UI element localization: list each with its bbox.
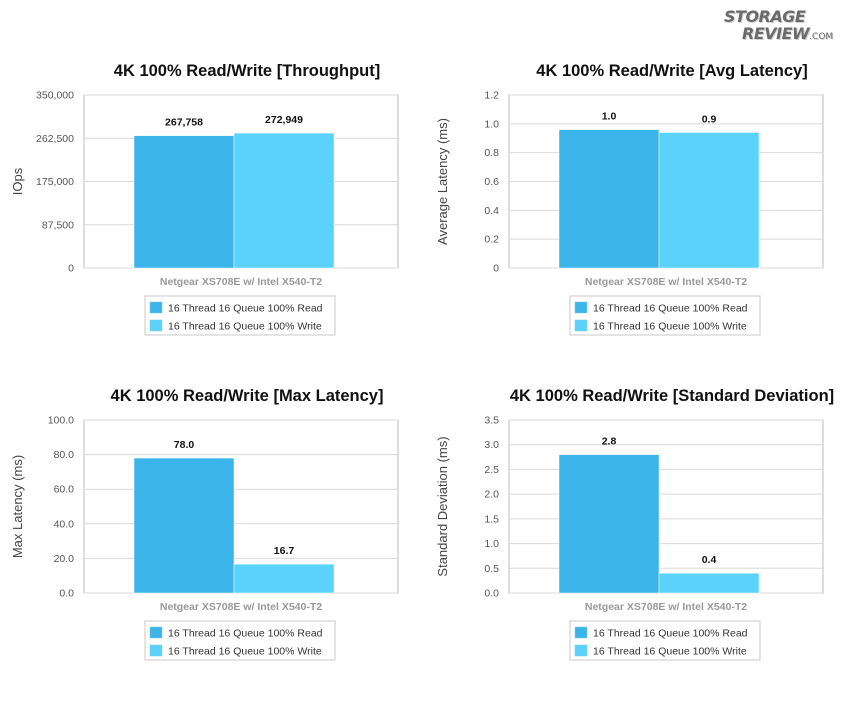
chart-std-deviation: 4K 100% Read/Write [Standard Deviation] 0… (435, 387, 834, 661)
y-tick-label: 0.5 (484, 563, 499, 575)
legend-label: 16 Thread 16 Queue 100% Write (168, 321, 322, 333)
legend-swatch (574, 319, 588, 332)
data-label: 267,758 (165, 117, 203, 129)
legend-swatch (149, 319, 163, 332)
chart-panel-max-latency: 4K 100% Read/Write [Max Latency] 0.0 20.0 4… (0, 375, 425, 705)
y-tick-label: 0.8 (484, 147, 499, 159)
y-tick-label: 0.0 (59, 588, 74, 600)
y-tick-label: 0.4 (484, 205, 499, 217)
data-label: 78.0 (174, 439, 195, 451)
x-category-label: Netgear XS708E w/ Intel X540-T2 (585, 601, 747, 613)
chart-panel-throughput: 4K 100% Read/Write [Throughput] 0 87,500 17… (0, 50, 425, 380)
y-tick-label: 3.5 (484, 415, 499, 427)
chart-title: 4K 100% Read/Write [Throughput] (114, 62, 380, 80)
legend-box (144, 295, 336, 336)
bar-read (133, 135, 235, 269)
storagereview-logo: STORAGE REVIEW.COM (724, 8, 836, 46)
legend-swatch (574, 644, 588, 657)
x-category-label: Netgear XS708E w/ Intel X540-T2 (160, 276, 322, 288)
y-tick-label: 60.0 (54, 484, 75, 496)
logo-line-2: REVIEW.COM (742, 25, 836, 46)
legend: 16 Thread 16 Queue 100% Read 16 Thread 16… (569, 620, 761, 661)
data-label: 272,949 (265, 114, 303, 126)
legend-label: 16 Thread 16 Queue 100% Write (168, 646, 322, 658)
data-label: 1.0 (602, 111, 617, 123)
bar-write (658, 572, 760, 594)
y-tick-label: 262,500 (36, 133, 74, 145)
y-tick-label: 175,000 (36, 176, 74, 188)
y-tick-label: 80.0 (54, 449, 75, 461)
legend-swatch (149, 626, 163, 639)
bar-write (658, 132, 760, 269)
y-axis-label: Max Latency (ms) (10, 455, 25, 558)
y-tick-label: 2.5 (484, 464, 499, 476)
y-tick-label: 0.6 (484, 176, 499, 188)
chart-max-latency: 4K 100% Read/Write [Max Latency] 0.0 20.0 4… (10, 387, 399, 661)
y-tick-label: 350,000 (36, 90, 74, 102)
legend-swatch (149, 301, 163, 314)
x-category-label: Netgear XS708E w/ Intel X540-T2 (160, 601, 322, 613)
y-tick-label: 1.2 (484, 90, 499, 102)
y-axis-label: Average Latency (ms) (435, 118, 450, 245)
legend-label: 16 Thread 16 Queue 100% Read (168, 303, 323, 315)
chart-title: 4K 100% Read/Write [Max Latency] (111, 387, 384, 405)
legend-label: 16 Thread 16 Queue 100% Read (593, 628, 748, 640)
y-tick-label: 0.2 (484, 234, 499, 246)
legend-box (144, 620, 336, 661)
logo-word: REVIEW (742, 24, 810, 43)
bar-write (233, 563, 335, 594)
y-tick-label: 100.0 (48, 415, 74, 427)
y-tick-label: 0 (68, 263, 74, 275)
y-tick-label: 1.5 (484, 513, 499, 525)
data-label: 2.8 (602, 436, 617, 448)
legend-swatch (574, 626, 588, 639)
y-axis-label: Standard Deviation (ms) (435, 436, 450, 576)
y-tick-label: 0 (493, 263, 499, 275)
data-label: 0.4 (702, 554, 717, 566)
legend-label: 16 Thread 16 Queue 100% Write (593, 321, 747, 333)
x-category-label: Netgear XS708E w/ Intel X540-T2 (585, 276, 747, 288)
y-tick-label: 1.0 (484, 118, 499, 130)
chart-throughput: 4K 100% Read/Write [Throughput] 0 87,500 17… (10, 62, 399, 336)
y-tick-label: 3.0 (484, 439, 499, 451)
legend-box (569, 620, 761, 661)
y-tick-label: 40.0 (54, 518, 75, 530)
bar-read (558, 129, 660, 269)
legend-label: 16 Thread 16 Queue 100% Write (593, 646, 747, 658)
y-tick-label: 20.0 (54, 553, 75, 565)
data-label: 16.7 (274, 545, 295, 557)
y-tick-label: 87,500 (42, 219, 74, 231)
legend-swatch (574, 301, 588, 314)
y-axis-label: IOps (10, 167, 25, 195)
legend: 16 Thread 16 Queue 100% Read 16 Thread 16… (569, 295, 761, 336)
chart-title: 4K 100% Read/Write [Standard Deviation] (510, 387, 834, 405)
plot-area (508, 419, 824, 594)
data-label: 0.9 (702, 113, 717, 125)
logo-suffix: .COM (809, 32, 834, 42)
chart-avg-latency: 4K 100% Read/Write [Avg Latency] 0 0.2 0.4 0… (435, 62, 824, 336)
y-tick-label: 1.0 (484, 538, 499, 550)
legend-box (569, 295, 761, 336)
chart-panel-std-deviation: 4K 100% Read/Write [Standard Deviation] 0… (425, 375, 850, 705)
chart-title: 4K 100% Read/Write [Avg Latency] (536, 62, 807, 80)
logo-line-1: STORAGE (724, 7, 806, 26)
y-tick-label: 2.0 (484, 489, 499, 501)
bar-write (233, 132, 335, 269)
chart-panel-avg-latency: 4K 100% Read/Write [Avg Latency] 0 0.2 0.4 0… (425, 50, 850, 380)
legend: 16 Thread 16 Queue 100% Read 16 Thread 16… (144, 620, 336, 661)
legend: 16 Thread 16 Queue 100% Read 16 Thread 16… (144, 295, 336, 336)
bar-read (558, 454, 660, 594)
bar-read (133, 457, 235, 594)
legend-label: 16 Thread 16 Queue 100% Read (593, 303, 748, 315)
legend-label: 16 Thread 16 Queue 100% Read (168, 628, 323, 640)
legend-swatch (149, 644, 163, 657)
y-tick-label: 0.0 (484, 588, 499, 600)
